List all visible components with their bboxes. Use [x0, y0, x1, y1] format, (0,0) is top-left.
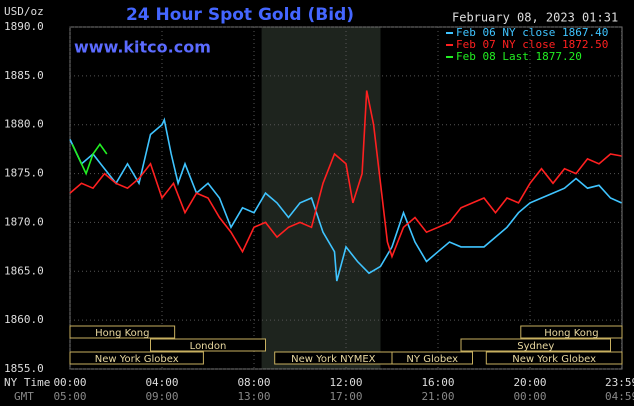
gmt-tick-label: 09:00: [145, 390, 178, 403]
gmt-tick-label: 00:00: [513, 390, 546, 403]
y-tick-label: 1865.0: [4, 264, 44, 277]
y-tick-label: 1860.0: [4, 313, 44, 326]
session-label: NY Globex: [406, 354, 458, 365]
session-box: [460, 338, 611, 352]
session-box: [485, 351, 623, 365]
series-line: [69, 90, 622, 260]
gmt-tick-label: 05:00: [53, 390, 86, 403]
gmt-tick-label: 13:00: [237, 390, 270, 403]
legend-label: Feb 07 NY close 1872.50: [456, 38, 608, 51]
chart-title: 24 Hour Spot Gold (Bid): [126, 5, 354, 25]
x-tick-label: 12:00: [329, 376, 362, 389]
x-tick-label: 04:00: [145, 376, 178, 389]
series-line: [71, 142, 108, 176]
legend-label: Feb 06 NY close 1867.40: [456, 26, 608, 39]
y-tick-label: 1885.0: [4, 69, 44, 82]
session-box: [150, 338, 266, 352]
x-row-label: NY Time: [4, 376, 50, 389]
session-label: Hong Kong: [544, 328, 598, 339]
session-label: New York NYMEX: [291, 354, 376, 365]
session-box: [520, 325, 623, 339]
series-line: [69, 117, 622, 282]
x-tick-label: 16:00: [421, 376, 454, 389]
shaded-range: [261, 27, 381, 369]
gmt-tick-label: 17:00: [329, 390, 362, 403]
y-tick-label: 1890.0: [4, 20, 44, 33]
y-unit-label: USD/oz: [4, 5, 44, 18]
y-tick-label: 1855.0: [4, 362, 44, 375]
watermark: www.kitco.com: [74, 38, 211, 57]
x-tick-label: 00:00: [53, 376, 86, 389]
y-tick-label: 1875.0: [4, 167, 44, 180]
x-tick-label: 23:59: [605, 376, 634, 389]
gmt-tick-label: 21:00: [421, 390, 454, 403]
x-tick-label: 08:00: [237, 376, 270, 389]
session-label: London: [190, 341, 227, 352]
y-tick-label: 1870.0: [4, 215, 44, 228]
legend-label: Feb 08 Last 1877.20: [456, 50, 582, 63]
session-box: [69, 325, 176, 339]
x-tick-label: 20:00: [513, 376, 546, 389]
session-label: Sydney: [517, 341, 554, 352]
session-label: New York Globex: [95, 354, 179, 365]
session-label: Hong Kong: [95, 328, 149, 339]
date-label: February 08, 2023 01:31: [452, 11, 618, 25]
gmt-tick-label: 04:59: [605, 390, 634, 403]
session-box: [391, 351, 473, 365]
y-tick-label: 1880.0: [4, 118, 44, 131]
x-row-label: GMT: [14, 390, 34, 403]
session-label: New York Globex: [512, 354, 596, 365]
session-box: [69, 351, 204, 365]
